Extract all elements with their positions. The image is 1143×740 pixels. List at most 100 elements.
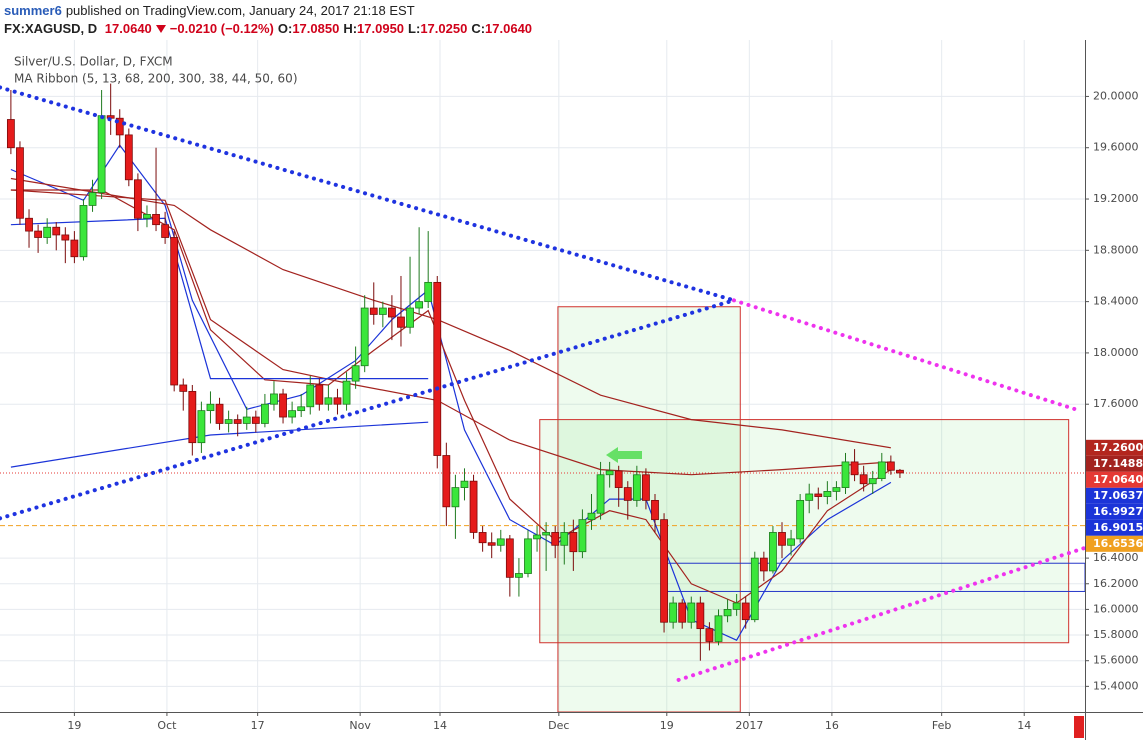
y-tick-label: 18.4000	[1093, 295, 1139, 308]
candle-body	[197, 410, 206, 444]
trendline	[0, 85, 736, 303]
ohlc-key: C:	[471, 21, 486, 36]
x-tick-label: Oct	[157, 719, 177, 732]
ohlc: O:17.0850 H:17.0950 L:17.0250 C:17.0640	[274, 21, 532, 36]
candle-body	[823, 491, 832, 497]
y-tick-label: 18.8000	[1093, 243, 1139, 256]
candle-body	[25, 217, 33, 232]
candle-body	[651, 499, 659, 521]
candle-body	[614, 470, 623, 488]
price-label-box	[1086, 439, 1143, 456]
price-label-box	[1086, 471, 1143, 488]
legend-subtitle: MA Ribbon (5, 13, 68, 200, 300, 38, 44, …	[14, 72, 298, 86]
candle-body	[288, 410, 297, 418]
price-label: 16.9015	[1093, 521, 1143, 534]
price-label: 17.1488	[1093, 457, 1143, 470]
candle-body	[805, 493, 814, 501]
header: summer6 published on TradingView.com, Jan…	[0, 0, 1143, 40]
candle-body	[741, 602, 750, 621]
candle-body	[769, 532, 777, 572]
candle-body	[778, 532, 786, 546]
symbol-line: FX:XAGUSD, D 17.0640 −0.0210 (−0.12%) O:17…	[4, 21, 532, 36]
candle-body	[605, 470, 614, 476]
candle-body	[578, 519, 587, 553]
candle-body	[896, 469, 904, 474]
candle-body	[188, 390, 197, 444]
last-price: 17.0640	[104, 21, 152, 36]
candle-body	[496, 538, 505, 546]
y-tick-label: 19.6000	[1093, 141, 1139, 154]
candle-body	[433, 281, 442, 456]
x-tick-label: 16	[825, 719, 839, 732]
y-tick-label: 15.4000	[1093, 679, 1139, 692]
x-tick-label: 19	[660, 719, 674, 732]
candle-body	[351, 365, 360, 382]
candle-body	[451, 487, 460, 508]
down-icon	[155, 25, 166, 33]
candle-body	[378, 307, 387, 315]
y-tick-label: 16.0000	[1093, 602, 1139, 615]
ma-line	[10, 421, 429, 468]
candle-body	[460, 480, 469, 488]
candle-body	[242, 416, 251, 424]
change: −0.0210 (−0.12%)	[169, 21, 274, 36]
candle-body	[632, 474, 641, 501]
candle-body	[388, 307, 396, 318]
candle-body	[16, 147, 24, 219]
candle-body	[124, 134, 133, 181]
candle-body	[814, 493, 823, 497]
candle-body	[660, 519, 668, 623]
x-tick-label: 14	[433, 719, 447, 732]
ohlc-value: 17.0250	[420, 21, 468, 36]
candle-body	[478, 532, 487, 544]
y-tick-label: 17.6000	[1093, 397, 1139, 410]
published: published on TradingView.com, January 24…	[65, 3, 415, 18]
symbol: FX:XAGUSD, D	[4, 21, 98, 36]
candle-body	[560, 532, 569, 546]
ohlc-value: 17.0640	[485, 21, 533, 36]
candle-body	[369, 307, 378, 315]
x-tick-label: Feb	[932, 719, 951, 732]
candle-body	[705, 628, 714, 642]
candle-body	[524, 538, 532, 574]
grid	[0, 40, 1085, 712]
candle-body	[832, 487, 841, 492]
candle-body	[270, 393, 278, 405]
candle-body	[533, 534, 541, 540]
corner-badge[interactable]	[1074, 716, 1084, 738]
y-tick-label: 16.2000	[1093, 577, 1139, 590]
candle-body	[687, 602, 696, 623]
candle-body	[787, 538, 795, 546]
y-tick-label: 20.0000	[1093, 89, 1139, 102]
candle-body	[315, 384, 324, 405]
candle-body	[6, 119, 15, 149]
candle-body	[696, 602, 705, 630]
price-label-box	[1086, 535, 1143, 552]
candle-body	[759, 557, 768, 572]
candle-body	[233, 419, 242, 424]
candle-body	[678, 602, 687, 623]
candle-body	[88, 192, 97, 206]
x-tick-label: 2017	[735, 719, 763, 732]
x-tick-label: 17	[251, 719, 265, 732]
publish-line: summer6 published on TradingView.com, Jan…	[4, 3, 415, 18]
candle-body	[342, 380, 351, 405]
candle-body	[70, 239, 79, 258]
price-label-box	[1086, 503, 1143, 520]
candle-body	[406, 307, 414, 328]
candle-body	[850, 461, 859, 476]
candle-body	[596, 474, 605, 514]
candle-body	[333, 397, 342, 405]
candle-body	[442, 455, 451, 508]
arrow-drawing	[606, 447, 642, 463]
x-tick-label: Nov	[349, 719, 371, 732]
candle-body	[206, 403, 215, 412]
candle-body	[306, 384, 315, 408]
candle-body	[877, 461, 886, 479]
y-tick-label: 15.8000	[1093, 628, 1139, 641]
candle-body	[115, 117, 124, 136]
candle-body	[61, 234, 70, 241]
price-label-box	[1086, 519, 1143, 536]
user-link[interactable]: summer6	[4, 3, 62, 18]
